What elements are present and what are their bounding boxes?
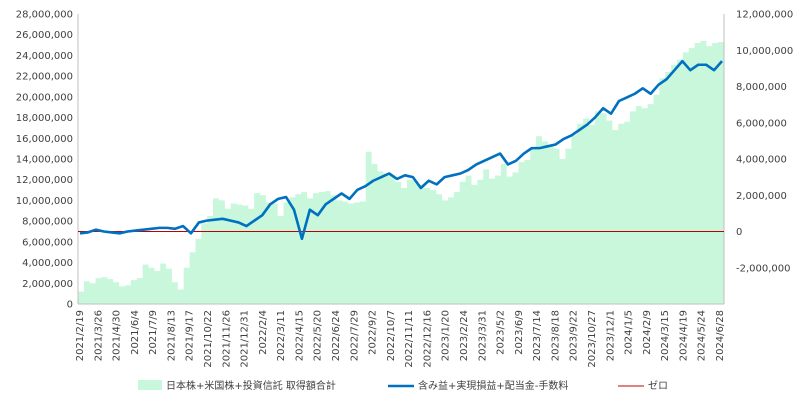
left-tick-label: 24,000,000 xyxy=(16,51,73,62)
legend-label-zero: ゼロ xyxy=(648,380,668,392)
left-tick-label: 12,000,000 xyxy=(16,175,73,186)
right-tick-label: -2,000,000 xyxy=(736,263,791,274)
x-tick-label: 2021/8/13 xyxy=(166,310,177,361)
x-tick-label: 2021/6/4 xyxy=(130,310,141,355)
right-tick-label: 2,000,000 xyxy=(736,191,787,202)
right-tick-label: 6,000,000 xyxy=(736,118,787,129)
x-tick-label: 2021/4/30 xyxy=(112,310,123,361)
x-tick-label: 2023/9/22 xyxy=(569,310,580,361)
x-tick-label: 2024/5/24 xyxy=(697,310,708,361)
left-tick-label: 4,000,000 xyxy=(22,258,73,269)
left-tick-label: 20,000,000 xyxy=(16,92,73,103)
left-tick-label: 26,000,000 xyxy=(16,30,73,41)
area-series xyxy=(78,40,724,305)
right-tick-label: 0 xyxy=(736,227,742,238)
x-tick-label: 2021/3/26 xyxy=(93,310,104,361)
right-tick-label: 12,000,000 xyxy=(736,10,793,21)
x-tick-label: 2024/1/5 xyxy=(624,310,635,355)
x-tick-label: 2023/3/31 xyxy=(477,310,488,361)
x-tick-label: 2023/8/18 xyxy=(550,310,561,361)
legend-label-line: 含み益+実現損益+配当金-手数料 xyxy=(418,379,568,392)
x-tick-label: 2023/7/14 xyxy=(532,310,543,361)
x-tick-label: 2021/12/31 xyxy=(240,310,251,368)
x-tick-label: 2023/6/9 xyxy=(514,310,525,355)
left-tick-label: 8,000,000 xyxy=(22,217,73,228)
right-tick-label: 10,000,000 xyxy=(736,46,793,57)
x-tick-label: 2022/4/15 xyxy=(294,310,305,361)
left-tick-label: 22,000,000 xyxy=(16,72,73,83)
x-tick-label: 2022/9/2 xyxy=(368,310,379,355)
right-tick-label: 4,000,000 xyxy=(736,155,787,166)
left-tick-label: 0 xyxy=(67,300,73,311)
x-tick-label: 2021/11/26 xyxy=(221,310,232,368)
x-tick-label: 2023/10/27 xyxy=(587,310,598,368)
x-tick-label: 2021/9/17 xyxy=(185,310,196,361)
x-tick-label: 2022/2/4 xyxy=(258,310,269,355)
x-tick-label: 2021/10/22 xyxy=(203,310,214,368)
line-series xyxy=(79,59,723,241)
legend-label-area: 日本株+米国株+投資信託 取得額合計 xyxy=(166,379,336,392)
left-tick-label: 18,000,000 xyxy=(16,113,73,124)
x-tick-label: 2023/12/1 xyxy=(605,310,616,361)
x-tick-label: 2021/7/9 xyxy=(148,310,159,355)
x-tick-label: 2022/3/11 xyxy=(276,310,287,361)
left-tick-label: 10,000,000 xyxy=(16,196,73,207)
left-tick-label: 6,000,000 xyxy=(22,237,73,248)
x-tick-label: 2022/12/16 xyxy=(422,310,433,368)
x-tick-label: 2023/5/2 xyxy=(496,310,507,355)
x-tick-label: 2022/11/11 xyxy=(404,310,415,368)
left-tick-label: 2,000,000 xyxy=(22,279,73,290)
x-tick-label: 2021/2/19 xyxy=(75,310,86,361)
x-tick-label: 2024/6/28 xyxy=(715,310,726,361)
x-tick-label: 2024/2/9 xyxy=(642,310,653,355)
left-tick-label: 28,000,000 xyxy=(16,10,73,21)
x-tick-label: 2022/5/20 xyxy=(313,310,324,361)
x-tick-label: 2023/1/20 xyxy=(441,310,452,361)
x-tick-label: 2024/4/19 xyxy=(678,310,689,361)
x-tick-label: 2022/10/7 xyxy=(386,310,397,361)
x-tick-label: 2024/3/15 xyxy=(660,310,671,361)
left-tick-label: 16,000,000 xyxy=(16,134,73,145)
right-tick-label: 8,000,000 xyxy=(736,82,787,93)
x-tick-label: 2022/6/24 xyxy=(331,310,342,361)
left-tick-label: 14,000,000 xyxy=(16,155,73,166)
x-tick-label: 2023/2/24 xyxy=(459,310,470,361)
x-tick-label: 2022/7/29 xyxy=(349,310,360,361)
legend-swatch-area xyxy=(138,380,162,390)
